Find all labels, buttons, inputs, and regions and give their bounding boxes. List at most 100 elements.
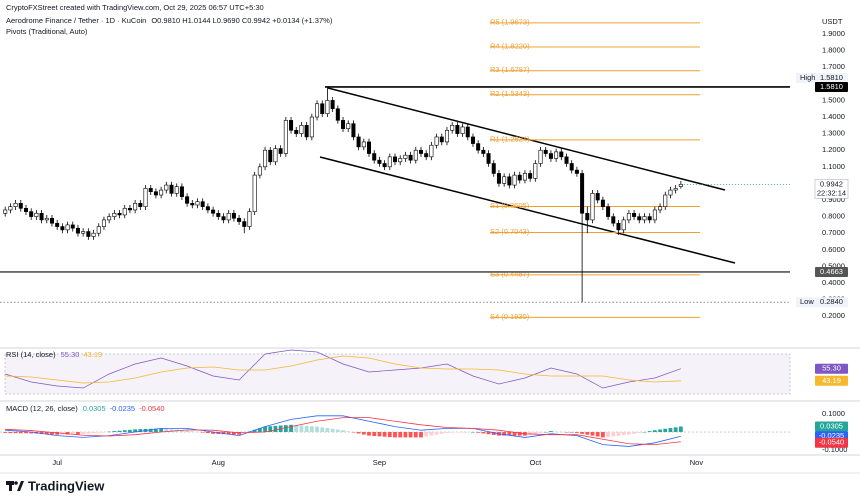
pivot-label: R1 (1.2624) xyxy=(490,134,530,143)
y-tick-label: 1.3000 xyxy=(822,129,845,138)
candle-body xyxy=(133,203,138,211)
candle-body xyxy=(247,211,252,227)
histogram-bar xyxy=(91,432,96,434)
candle-body xyxy=(237,217,242,222)
histogram-bar xyxy=(86,432,91,434)
candle-body xyxy=(361,141,366,148)
histogram-bar xyxy=(263,426,267,433)
candle-body xyxy=(491,163,496,174)
candle-body xyxy=(44,217,49,221)
candle-body xyxy=(606,206,611,217)
histogram-bar xyxy=(76,432,80,435)
candle-body xyxy=(263,149,268,168)
histogram-bar xyxy=(632,432,636,434)
candle-body xyxy=(455,125,460,134)
value-badge-bg xyxy=(815,437,848,448)
histogram-bar xyxy=(486,432,491,435)
candle-body xyxy=(668,189,673,196)
candle-body xyxy=(528,173,533,179)
histogram-bar xyxy=(559,431,564,433)
histogram-bar xyxy=(102,432,106,433)
histogram-bar xyxy=(434,432,439,435)
candle-body xyxy=(283,120,288,154)
histogram-bar xyxy=(346,431,351,433)
histogram-bar xyxy=(663,428,668,433)
histogram-bar xyxy=(13,432,18,434)
candle-body xyxy=(60,226,65,231)
candle-body xyxy=(335,108,340,121)
value-badge-bg xyxy=(815,363,848,374)
y-tick-label: 1.1000 xyxy=(822,162,845,171)
value-badge: 0.0305 xyxy=(820,422,843,431)
candle-body xyxy=(637,216,642,221)
candle-body xyxy=(268,149,273,163)
candle-body xyxy=(403,154,408,159)
candle-body xyxy=(55,222,60,227)
candle-body xyxy=(543,149,548,154)
readout: 55.30 xyxy=(61,350,80,359)
histogram-bar xyxy=(382,432,387,437)
histogram-bar xyxy=(273,425,278,433)
histogram-bar xyxy=(164,428,169,433)
candle-body xyxy=(632,212,637,217)
histogram-bar xyxy=(148,428,153,433)
histogram-bar xyxy=(195,431,200,433)
candle-body xyxy=(107,216,112,221)
histogram-bar xyxy=(205,432,210,434)
pivot-label: R5 (1.9673) xyxy=(490,17,530,26)
histogram-bar xyxy=(122,430,127,433)
histogram-bar xyxy=(200,432,205,433)
histogram-bar xyxy=(673,427,678,433)
macd-line xyxy=(5,417,681,446)
histogram-bar xyxy=(512,432,517,436)
candle-body xyxy=(179,186,184,197)
histogram-bar xyxy=(117,430,122,433)
candle-body xyxy=(470,136,475,144)
histogram-bar xyxy=(424,432,429,437)
histogram-bar xyxy=(367,432,371,436)
candle-body xyxy=(507,176,512,186)
histogram-bar xyxy=(325,428,330,433)
candle-body xyxy=(242,221,247,227)
histogram-bar xyxy=(289,424,293,433)
candle-body xyxy=(569,163,574,171)
candle-body xyxy=(299,125,304,134)
candle-body xyxy=(621,219,626,231)
histogram-bar xyxy=(372,432,377,436)
histogram-bar xyxy=(351,432,356,433)
histogram-bar xyxy=(606,432,610,437)
candle-body xyxy=(554,151,559,159)
histogram-bar xyxy=(268,426,273,433)
histogram-bar xyxy=(70,432,75,435)
candle-body xyxy=(351,123,356,138)
candle-body xyxy=(486,153,491,164)
histogram-bar xyxy=(403,432,408,438)
histogram-bar xyxy=(294,425,299,433)
level-name-bg xyxy=(796,72,848,83)
histogram-bar xyxy=(387,432,392,438)
level-badge-bg xyxy=(815,266,848,277)
candle-body xyxy=(34,212,39,217)
histogram-bar xyxy=(491,432,496,435)
candle-body xyxy=(226,212,231,221)
candle-body xyxy=(382,163,387,168)
indicator-title: RSI (14, close) xyxy=(6,350,56,359)
candle-body xyxy=(611,216,616,224)
histogram-bar xyxy=(133,429,138,433)
histogram-bar xyxy=(528,432,533,435)
level-value-label: 0.2840 xyxy=(820,297,843,306)
candle-body xyxy=(23,208,28,212)
x-tick-label: Oct xyxy=(529,458,542,467)
histogram-bar xyxy=(180,430,184,433)
candle-body xyxy=(517,174,522,181)
histogram-bar xyxy=(595,432,600,437)
histogram-bar xyxy=(678,426,683,433)
histogram-bar xyxy=(112,431,117,433)
candle-body xyxy=(450,125,455,131)
histogram-bar xyxy=(585,432,590,435)
candle-body xyxy=(616,222,621,231)
y-tick-label: 0.2000 xyxy=(822,311,845,320)
candle-body xyxy=(476,143,481,151)
histogram-bar xyxy=(616,432,621,436)
credit: CryptoFXStreet created with TradingView.… xyxy=(6,3,264,12)
